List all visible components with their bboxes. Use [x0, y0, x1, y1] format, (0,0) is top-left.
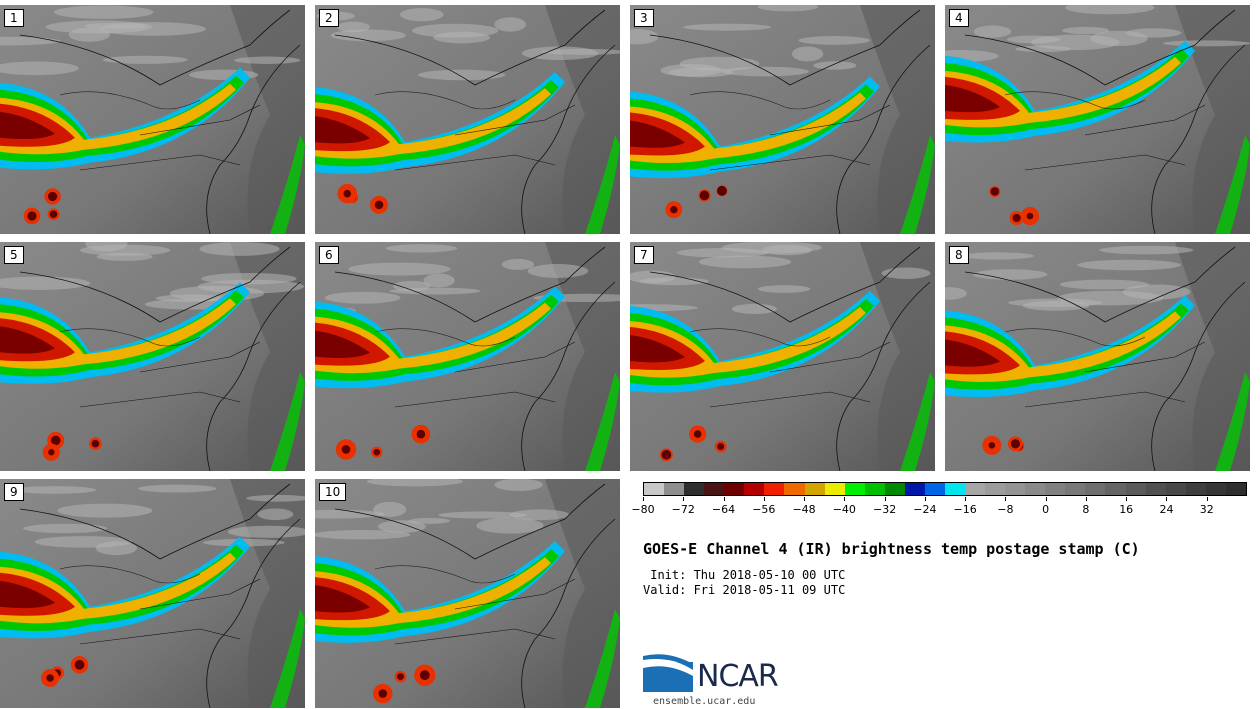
stamp-number-5: 5 [4, 246, 24, 264]
colorbar-cell [1005, 483, 1026, 495]
colorbar-tick-label: 0 [1042, 503, 1050, 516]
stamp-panel-3: 3 [630, 5, 935, 234]
stamp-number-4: 4 [949, 9, 969, 27]
colorbar-tick-mark [844, 497, 846, 501]
colorbar-tick-label: 24 [1159, 503, 1174, 516]
colorbar-tick-mark [804, 497, 806, 501]
colorbar-cell [784, 483, 805, 495]
colorbar-tick-label: −80 [631, 503, 655, 516]
stamp-number-10: 10 [319, 483, 347, 501]
ncar-logo-text: NCAR [697, 659, 779, 694]
colorbar-cell [864, 483, 885, 495]
satellite-image [315, 242, 620, 471]
colorbar-cell [664, 483, 685, 495]
stamp-number-2: 2 [319, 9, 339, 27]
colorbar-cell [644, 483, 665, 495]
stamp-number-9: 9 [4, 483, 24, 501]
colorbar-cell [1205, 483, 1226, 495]
colorbar-tick-label: −40 [832, 503, 856, 516]
satellite-image [315, 479, 620, 708]
colorbar-tick-label: 32 [1199, 503, 1214, 516]
colorbar-tick-mark [683, 497, 685, 501]
satellite-image [0, 242, 305, 471]
stamp-number-3: 3 [634, 9, 654, 27]
stamp-panel-7: 7 [630, 242, 935, 471]
colorbar-cell [844, 483, 865, 495]
stamp-panel-5: 5 [0, 242, 305, 471]
valid-time: Valid: Fri 2018-05-11 09 UTC [643, 583, 846, 597]
colorbar-cell [724, 483, 745, 495]
colorbar-tick-label: 16 [1119, 503, 1134, 516]
colorbar-cell [1185, 483, 1206, 495]
satellite-image [630, 5, 935, 234]
colorbar-cell [1105, 483, 1126, 495]
stamp-panel-8: 8 [945, 242, 1250, 471]
colorbar-cell [1145, 483, 1166, 495]
colorbar-cell [884, 483, 905, 495]
colorbar-tick-mark [723, 497, 725, 501]
colorbar-tick-mark [1085, 497, 1087, 501]
colorbar-cell [924, 483, 945, 495]
colorbar-tick-mark [1166, 497, 1168, 501]
satellite-image [945, 5, 1250, 234]
ncar-logo-icon [643, 654, 693, 692]
satellite-image [630, 242, 935, 471]
colorbar-cell [764, 483, 785, 495]
colorbar-cell [804, 483, 825, 495]
colorbar-cell [944, 483, 965, 495]
colorbar-cell [1085, 483, 1106, 495]
colorbar-cell [1025, 483, 1046, 495]
colorbar-tick-mark [1045, 497, 1047, 501]
colorbar-tick-label: −8 [997, 503, 1014, 516]
stamp-panel-6: 6 [315, 242, 620, 471]
colorbar-cell [704, 483, 725, 495]
colorbar-tick-label: −48 [792, 503, 816, 516]
colorbar [643, 482, 1247, 496]
satellite-image [945, 242, 1250, 471]
colorbar-tick-mark [763, 497, 765, 501]
colorbar-tick-mark [1126, 497, 1128, 501]
stamp-number-8: 8 [949, 246, 969, 264]
colorbar-tick-label: 8 [1082, 503, 1090, 516]
colorbar-cell [824, 483, 845, 495]
colorbar-tick-label: −56 [752, 503, 776, 516]
colorbar-tick-mark [1005, 497, 1007, 501]
stamp-panel-10: 10 [315, 479, 620, 708]
colorbar-tick-label: −32 [872, 503, 897, 516]
colorbar-cell [904, 483, 925, 495]
init-time: Init: Thu 2018-05-10 00 UTC [643, 568, 846, 582]
colorbar-cell [1165, 483, 1186, 495]
colorbar-tick-mark [924, 497, 926, 501]
colorbar-cell [1225, 483, 1246, 495]
colorbar-tick-label: −24 [913, 503, 937, 516]
colorbar-cell [965, 483, 986, 495]
satellite-image [0, 479, 305, 708]
stamp-panel-2: 2 [315, 5, 620, 234]
colorbar-tick-label: −72 [671, 503, 695, 516]
colorbar-cell [684, 483, 705, 495]
stamp-number-6: 6 [319, 246, 339, 264]
colorbar-cell [744, 483, 765, 495]
colorbar-tick-mark [643, 497, 644, 501]
colorbar-tick-mark [965, 497, 967, 501]
site-url: ensemble.ucar.edu [653, 696, 756, 707]
figure-title: GOES-E Channel 4 (IR) brightness temp po… [643, 540, 1140, 558]
satellite-image [0, 5, 305, 234]
stamp-panel-9: 9 [0, 479, 305, 708]
colorbar-ticks: −80 −72 −64 −56 −48 −40 −32 −24 −16 −8 0 8 16 24 32 [631, 497, 1247, 517]
satellite-image [315, 5, 620, 234]
colorbar-cell [1045, 483, 1066, 495]
stamp-panel-1: 1 [0, 5, 305, 234]
colorbar-tick-mark [884, 497, 886, 501]
colorbar-cell [1125, 483, 1146, 495]
stamp-panel-4: 4 [945, 5, 1250, 234]
colorbar-tick-mark [1206, 497, 1208, 501]
colorbar-tick-label: −16 [953, 503, 977, 516]
colorbar-cell [985, 483, 1006, 495]
stamp-number-7: 7 [634, 246, 654, 264]
colorbar-cell [1065, 483, 1086, 495]
stamp-number-1: 1 [4, 9, 24, 27]
colorbar-tick-label: −64 [711, 503, 736, 516]
